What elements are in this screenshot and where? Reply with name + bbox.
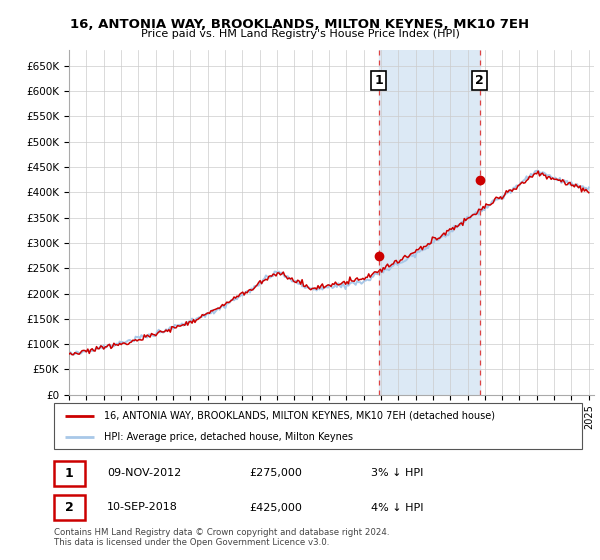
Text: £275,000: £275,000 xyxy=(250,468,302,478)
Text: 1: 1 xyxy=(65,466,74,480)
FancyBboxPatch shape xyxy=(54,460,85,486)
Text: 10-SEP-2018: 10-SEP-2018 xyxy=(107,502,178,512)
Bar xyxy=(379,50,479,395)
Text: 1: 1 xyxy=(374,74,383,87)
Text: 2: 2 xyxy=(475,74,484,87)
Text: HPI: Average price, detached house, Milton Keynes: HPI: Average price, detached house, Milt… xyxy=(104,432,353,442)
Text: 09-NOV-2012: 09-NOV-2012 xyxy=(107,468,181,478)
Text: £425,000: £425,000 xyxy=(250,502,302,512)
Text: 16, ANTONIA WAY, BROOKLANDS, MILTON KEYNES, MK10 7EH (detached house): 16, ANTONIA WAY, BROOKLANDS, MILTON KEYN… xyxy=(104,410,495,421)
Text: 3% ↓ HPI: 3% ↓ HPI xyxy=(371,468,423,478)
FancyBboxPatch shape xyxy=(54,403,582,449)
Text: 16, ANTONIA WAY, BROOKLANDS, MILTON KEYNES, MK10 7EH: 16, ANTONIA WAY, BROOKLANDS, MILTON KEYN… xyxy=(70,18,530,31)
Text: 4% ↓ HPI: 4% ↓ HPI xyxy=(371,502,424,512)
Text: Price paid vs. HM Land Registry's House Price Index (HPI): Price paid vs. HM Land Registry's House … xyxy=(140,29,460,39)
Text: 2: 2 xyxy=(65,501,74,514)
Text: Contains HM Land Registry data © Crown copyright and database right 2024.
This d: Contains HM Land Registry data © Crown c… xyxy=(54,528,389,547)
FancyBboxPatch shape xyxy=(54,495,85,520)
